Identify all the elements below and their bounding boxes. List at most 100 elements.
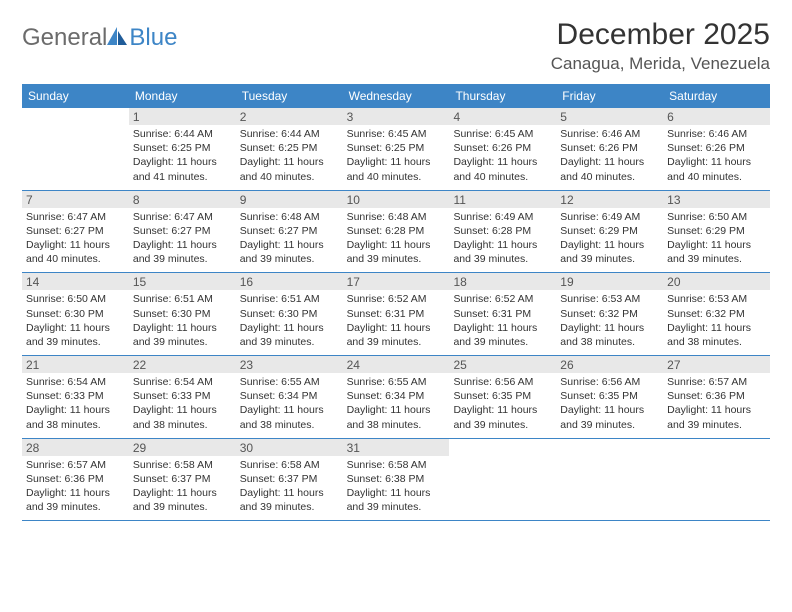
day-cell: 24Sunrise: 6:55 AMSunset: 6:34 PMDayligh… xyxy=(343,356,450,438)
day-number: 7 xyxy=(22,191,129,208)
daylight-text: Daylight: 11 hours and 41 minutes. xyxy=(133,155,232,183)
sunrise-text: Sunrise: 6:45 AM xyxy=(347,127,446,141)
day-cell: 2Sunrise: 6:44 AMSunset: 6:25 PMDaylight… xyxy=(236,108,343,190)
day-number: 19 xyxy=(556,273,663,290)
day-cell: 18Sunrise: 6:52 AMSunset: 6:31 PMDayligh… xyxy=(449,273,556,355)
daylight-text: Daylight: 11 hours and 39 minutes. xyxy=(240,321,339,349)
day-number: 22 xyxy=(129,356,236,373)
daylight-text: Daylight: 11 hours and 39 minutes. xyxy=(453,321,552,349)
day-cell: 28Sunrise: 6:57 AMSunset: 6:36 PMDayligh… xyxy=(22,439,129,521)
daylight-text: Daylight: 11 hours and 40 minutes. xyxy=(347,155,446,183)
day-body: Sunrise: 6:47 AMSunset: 6:27 PMDaylight:… xyxy=(22,208,129,273)
daylight-text: Daylight: 11 hours and 38 minutes. xyxy=(26,403,125,431)
day-number: 6 xyxy=(663,108,770,125)
day-number: 23 xyxy=(236,356,343,373)
daylight-text: Daylight: 11 hours and 39 minutes. xyxy=(667,403,766,431)
day-cell xyxy=(663,439,770,521)
day-body: Sunrise: 6:51 AMSunset: 6:30 PMDaylight:… xyxy=(236,290,343,355)
sunrise-text: Sunrise: 6:53 AM xyxy=(560,292,659,306)
day-cell xyxy=(556,439,663,521)
day-number: 18 xyxy=(449,273,556,290)
day-cell: 11Sunrise: 6:49 AMSunset: 6:28 PMDayligh… xyxy=(449,191,556,273)
sunrise-text: Sunrise: 6:46 AM xyxy=(667,127,766,141)
sunset-text: Sunset: 6:26 PM xyxy=(560,141,659,155)
sunrise-text: Sunrise: 6:49 AM xyxy=(560,210,659,224)
sunset-text: Sunset: 6:26 PM xyxy=(453,141,552,155)
sunrise-text: Sunrise: 6:56 AM xyxy=(453,375,552,389)
sunset-text: Sunset: 6:38 PM xyxy=(347,472,446,486)
day-body: Sunrise: 6:45 AMSunset: 6:25 PMDaylight:… xyxy=(343,125,450,190)
day-number: 24 xyxy=(343,356,450,373)
sunset-text: Sunset: 6:25 PM xyxy=(133,141,232,155)
sunrise-text: Sunrise: 6:56 AM xyxy=(560,375,659,389)
day-body: Sunrise: 6:52 AMSunset: 6:31 PMDaylight:… xyxy=(343,290,450,355)
daylight-text: Daylight: 11 hours and 39 minutes. xyxy=(26,486,125,514)
sunset-text: Sunset: 6:35 PM xyxy=(453,389,552,403)
day-number: 13 xyxy=(663,191,770,208)
day-number: 20 xyxy=(663,273,770,290)
day-cell: 16Sunrise: 6:51 AMSunset: 6:30 PMDayligh… xyxy=(236,273,343,355)
weekday-header: Tuesday xyxy=(236,84,343,108)
daylight-text: Daylight: 11 hours and 39 minutes. xyxy=(133,321,232,349)
day-number: 30 xyxy=(236,439,343,456)
sunrise-text: Sunrise: 6:48 AM xyxy=(240,210,339,224)
day-cell: 9Sunrise: 6:48 AMSunset: 6:27 PMDaylight… xyxy=(236,191,343,273)
day-body: Sunrise: 6:44 AMSunset: 6:25 PMDaylight:… xyxy=(236,125,343,190)
day-cell: 25Sunrise: 6:56 AMSunset: 6:35 PMDayligh… xyxy=(449,356,556,438)
daylight-text: Daylight: 11 hours and 39 minutes. xyxy=(453,238,552,266)
daylight-text: Daylight: 11 hours and 39 minutes. xyxy=(453,403,552,431)
sunset-text: Sunset: 6:29 PM xyxy=(667,224,766,238)
sunrise-text: Sunrise: 6:54 AM xyxy=(133,375,232,389)
day-cell: 10Sunrise: 6:48 AMSunset: 6:28 PMDayligh… xyxy=(343,191,450,273)
sunset-text: Sunset: 6:33 PM xyxy=(133,389,232,403)
day-number: 15 xyxy=(129,273,236,290)
day-body: Sunrise: 6:49 AMSunset: 6:29 PMDaylight:… xyxy=(556,208,663,273)
sunset-text: Sunset: 6:37 PM xyxy=(133,472,232,486)
calendar-page: General Blue December 2025 Canagua, Meri… xyxy=(0,0,792,521)
sunrise-text: Sunrise: 6:49 AM xyxy=(453,210,552,224)
day-body: Sunrise: 6:57 AMSunset: 6:36 PMDaylight:… xyxy=(663,373,770,438)
sunrise-text: Sunrise: 6:51 AM xyxy=(133,292,232,306)
day-body: Sunrise: 6:54 AMSunset: 6:33 PMDaylight:… xyxy=(22,373,129,438)
daylight-text: Daylight: 11 hours and 39 minutes. xyxy=(667,238,766,266)
sunset-text: Sunset: 6:27 PM xyxy=(240,224,339,238)
day-body: Sunrise: 6:57 AMSunset: 6:36 PMDaylight:… xyxy=(22,456,129,521)
day-body: Sunrise: 6:55 AMSunset: 6:34 PMDaylight:… xyxy=(236,373,343,438)
day-body: Sunrise: 6:46 AMSunset: 6:26 PMDaylight:… xyxy=(556,125,663,190)
day-cell xyxy=(449,439,556,521)
sunrise-text: Sunrise: 6:58 AM xyxy=(347,458,446,472)
sunset-text: Sunset: 6:28 PM xyxy=(453,224,552,238)
day-body: Sunrise: 6:58 AMSunset: 6:37 PMDaylight:… xyxy=(129,456,236,521)
sunrise-text: Sunrise: 6:44 AM xyxy=(133,127,232,141)
weekday-header: Sunday xyxy=(22,84,129,108)
day-body: Sunrise: 6:44 AMSunset: 6:25 PMDaylight:… xyxy=(129,125,236,190)
day-number: 9 xyxy=(236,191,343,208)
sunrise-text: Sunrise: 6:54 AM xyxy=(26,375,125,389)
day-cell: 4Sunrise: 6:45 AMSunset: 6:26 PMDaylight… xyxy=(449,108,556,190)
calendar: SundayMondayTuesdayWednesdayThursdayFrid… xyxy=(22,84,770,521)
day-cell: 8Sunrise: 6:47 AMSunset: 6:27 PMDaylight… xyxy=(129,191,236,273)
weekday-header: Wednesday xyxy=(343,84,450,108)
day-body: Sunrise: 6:58 AMSunset: 6:38 PMDaylight:… xyxy=(343,456,450,521)
daylight-text: Daylight: 11 hours and 38 minutes. xyxy=(560,321,659,349)
daylight-text: Daylight: 11 hours and 38 minutes. xyxy=(133,403,232,431)
day-number: 10 xyxy=(343,191,450,208)
day-number: 8 xyxy=(129,191,236,208)
sunset-text: Sunset: 6:33 PM xyxy=(26,389,125,403)
day-cell xyxy=(22,108,129,190)
daylight-text: Daylight: 11 hours and 39 minutes. xyxy=(240,486,339,514)
day-cell: 27Sunrise: 6:57 AMSunset: 6:36 PMDayligh… xyxy=(663,356,770,438)
sunrise-text: Sunrise: 6:57 AM xyxy=(26,458,125,472)
sunrise-text: Sunrise: 6:53 AM xyxy=(667,292,766,306)
sunset-text: Sunset: 6:26 PM xyxy=(667,141,766,155)
day-cell: 3Sunrise: 6:45 AMSunset: 6:25 PMDaylight… xyxy=(343,108,450,190)
day-number: 12 xyxy=(556,191,663,208)
day-cell: 5Sunrise: 6:46 AMSunset: 6:26 PMDaylight… xyxy=(556,108,663,190)
daylight-text: Daylight: 11 hours and 40 minutes. xyxy=(667,155,766,183)
day-body: Sunrise: 6:47 AMSunset: 6:27 PMDaylight:… xyxy=(129,208,236,273)
sunrise-text: Sunrise: 6:58 AM xyxy=(133,458,232,472)
day-number: 27 xyxy=(663,356,770,373)
day-body: Sunrise: 6:56 AMSunset: 6:35 PMDaylight:… xyxy=(556,373,663,438)
day-number: 2 xyxy=(236,108,343,125)
day-number: 5 xyxy=(556,108,663,125)
